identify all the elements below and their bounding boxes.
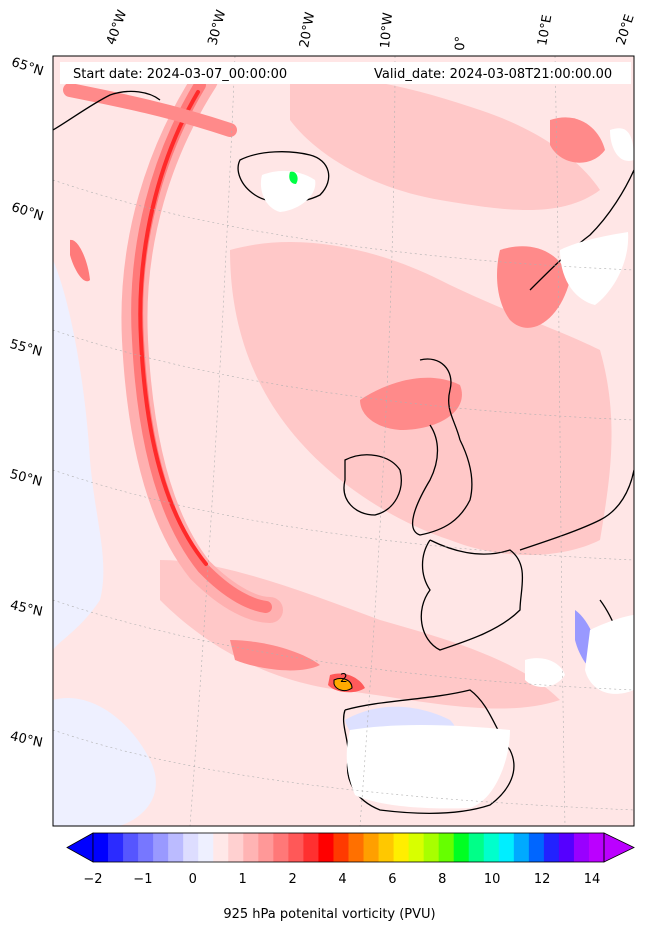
- colorbar-segment: [243, 833, 259, 862]
- pv-biscay: [230, 640, 320, 671]
- coast-iceland: [237, 151, 330, 204]
- coastlines: [53, 90, 634, 814]
- colorbar-segment: [423, 833, 440, 862]
- header-box: [60, 62, 631, 84]
- colorbar-tick: 10: [483, 872, 501, 887]
- mask-norway: [560, 232, 629, 305]
- pv-negative-west: [53, 260, 104, 650]
- colorbar-tick: 8: [438, 872, 447, 887]
- colorbar-segment: [153, 833, 169, 862]
- colorbar-segment: [138, 833, 154, 862]
- colorbar-segment: [273, 833, 289, 862]
- pv-west-blob: [70, 239, 90, 282]
- colorbar-frame: [92, 832, 605, 863]
- colorbar-segment: [333, 833, 349, 862]
- colorbar-segment: [123, 833, 139, 862]
- pv-band-arc-peak: [138, 90, 208, 566]
- colorbar-segment: [588, 833, 605, 862]
- colorbar-segment: [393, 833, 410, 862]
- coast-great-britain: [411, 424, 473, 536]
- colorbar-tick: 1: [238, 872, 247, 887]
- colorbar-tick-hidden-12: 12: [533, 872, 551, 887]
- pv-ne: [550, 117, 605, 163]
- colorbar-segment: [408, 833, 425, 862]
- graticule-55n: [53, 329, 634, 421]
- colorbar-segment: [528, 833, 545, 862]
- graticule-60n: [53, 179, 634, 271]
- mask-alps: [585, 615, 634, 694]
- colorbar-segment: [108, 833, 124, 862]
- colorbar-segment: [93, 833, 109, 862]
- colorbar-segment: [378, 833, 395, 862]
- valid-date-label: Valid_date: 2024-03-08T21:00:00.00: [374, 67, 613, 82]
- coast-scotland: [419, 358, 461, 441]
- colorbar-segment: [468, 833, 485, 862]
- colorbar-segment: [318, 833, 334, 862]
- colorbar-title: 925 hPa potenital vorticity (PVU): [223, 907, 436, 922]
- colorbar-segment: [573, 833, 590, 862]
- colorbar-tick: −1: [133, 872, 153, 887]
- pv-negative-sw: [53, 698, 156, 826]
- graticule: [53, 56, 634, 826]
- colorbar-segment: [213, 833, 229, 862]
- colorbar-segment: [168, 833, 184, 862]
- colorbar-segment: [438, 833, 455, 862]
- colorbar: [66, 832, 635, 863]
- colorbar-segment: [363, 833, 380, 862]
- start-date-label: Start date: 2024-03-07_00:00:00: [73, 67, 288, 82]
- colorbar-segment: [483, 833, 500, 862]
- mask-iceland: [260, 170, 316, 212]
- pv-peak-iceland: [289, 171, 298, 184]
- colorbar-arrow-left: [66, 832, 94, 863]
- map-field: [53, 56, 634, 826]
- colorbar-segment: [258, 833, 274, 862]
- colorbar-segment: [288, 833, 304, 862]
- colorbar-tick: 2: [288, 872, 297, 887]
- mask-scandinavia-ne: [610, 128, 634, 161]
- contour-label: 2: [340, 671, 348, 685]
- coast-norway: [529, 169, 634, 291]
- colorbar-segment: [303, 833, 319, 862]
- colorbar-segment: [513, 833, 530, 862]
- colorbar-tick: 4: [338, 872, 347, 887]
- map-frame: [52, 55, 635, 827]
- colorbar-tick-hidden-14: 14: [583, 872, 601, 887]
- colorbar-arrow-right: [603, 832, 635, 863]
- colorbar-tick: 6: [388, 872, 397, 887]
- graticule-10e: [554, 56, 566, 826]
- pv-peak-biscay: [333, 677, 353, 692]
- colorbar-segment: [228, 833, 244, 862]
- colorbar-segment: [198, 833, 214, 862]
- colorbar-tick: −2: [83, 872, 103, 887]
- colorbar-segment: [498, 833, 515, 862]
- colorbar-tick: 0: [188, 872, 197, 887]
- mask-iberia: [346, 725, 510, 809]
- graticule-30w: [189, 56, 236, 826]
- graticule-45n: [53, 599, 634, 691]
- colorbar-segment: [453, 833, 470, 862]
- graticule-50n: [53, 469, 634, 561]
- graticule-10w: [359, 56, 396, 826]
- lon-label-10w: 10°W: [378, 11, 397, 49]
- mask-massif: [525, 658, 565, 687]
- colorbar-segment: [543, 833, 560, 862]
- pv-band-arc-core: [131, 79, 272, 613]
- lon-label-0: 0°: [453, 35, 469, 51]
- coast-france: [420, 539, 524, 651]
- pv-area-north: [290, 77, 600, 210]
- coast-greenland: [53, 90, 161, 131]
- colorbar-segment: [348, 833, 365, 862]
- colorbar-segment: [183, 833, 199, 862]
- coast-ireland: [343, 454, 402, 516]
- colorbar-segment: [558, 833, 575, 862]
- coast-europe-east: [519, 469, 634, 551]
- pv-band-north: [63, 83, 237, 137]
